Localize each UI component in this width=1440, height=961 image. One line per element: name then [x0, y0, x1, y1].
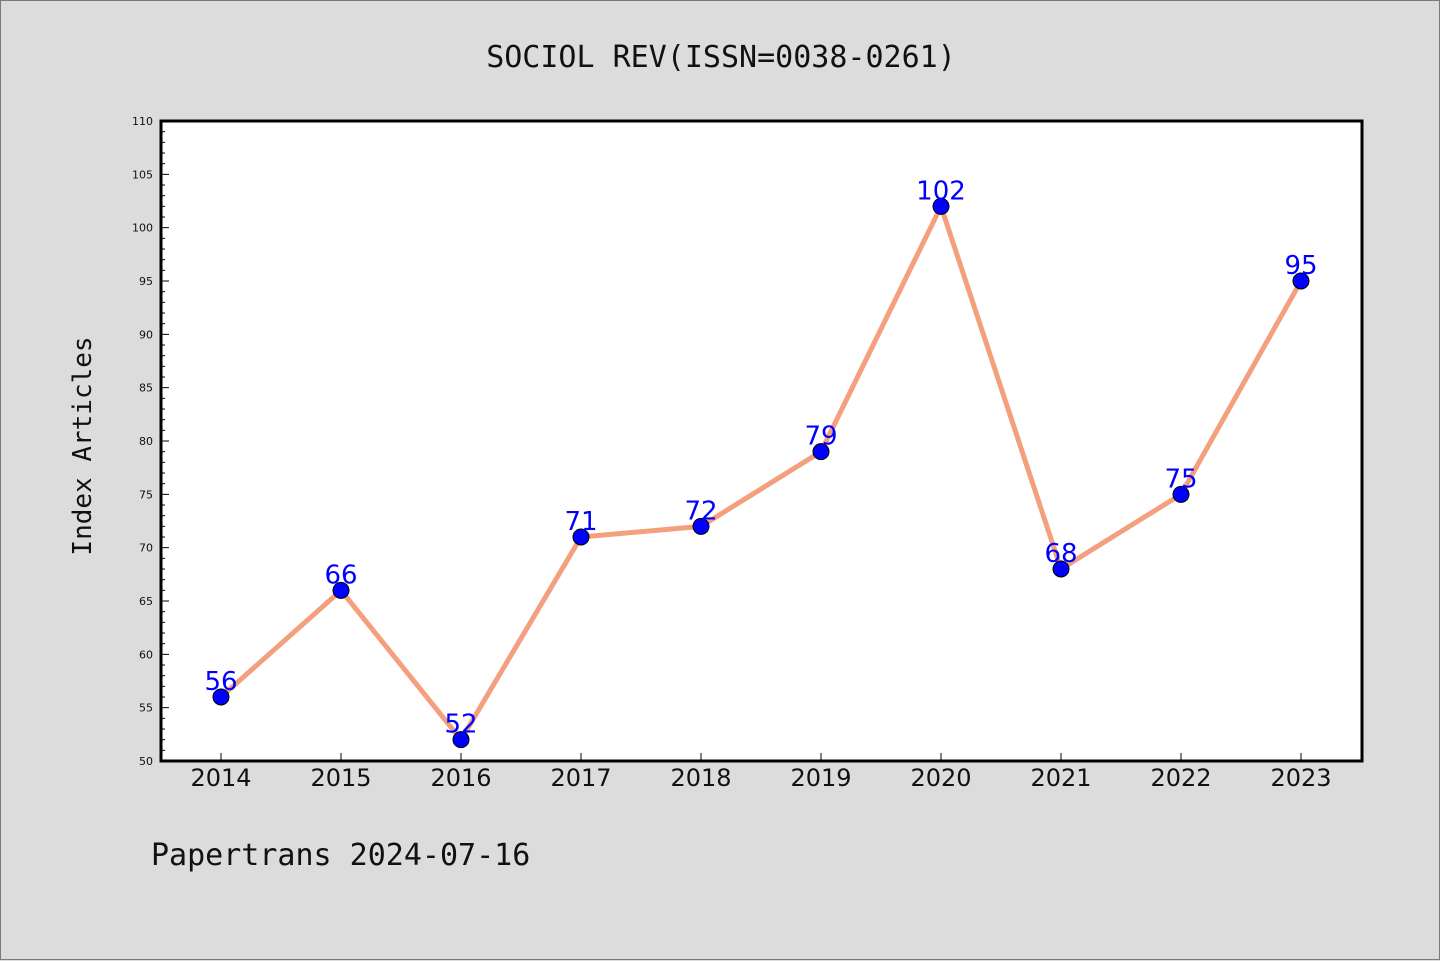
y-tick-label: 55 — [139, 702, 153, 715]
data-point — [1292, 272, 1310, 290]
y-tick-label: 60 — [139, 648, 153, 661]
x-tick-label: 2017 — [550, 764, 611, 792]
x-tick-label: 2022 — [1150, 764, 1211, 792]
y-tick-label: 105 — [132, 168, 153, 181]
data-point — [812, 443, 830, 461]
x-tick-label: 2021 — [1030, 764, 1091, 792]
x-axis: 2014 2015 2016 2017 2018 2019 2020 2021 2022 2023 — [190, 753, 1332, 792]
y-tick-label: 65 — [139, 595, 153, 608]
y-tick-label: 70 — [139, 542, 153, 555]
y-axis: 50 55 60 65 70 75 80 85 90 95 100 105 110 — [132, 115, 169, 768]
data-point — [1052, 560, 1070, 578]
data-label: 95 — [1284, 251, 1317, 281]
x-tick-label: 2020 — [910, 764, 971, 792]
x-tick-label: 2018 — [670, 764, 731, 792]
data-labels: 56 66 52 71 72 79 102 68 75 95 — [204, 176, 1317, 739]
data-label: 75 — [1164, 464, 1197, 494]
data-point — [572, 528, 590, 546]
data-point — [332, 581, 350, 599]
y-tick-label: 75 — [139, 488, 153, 501]
footer-text: Papertrans 2024-07-16 — [151, 838, 530, 873]
data-label: 71 — [564, 507, 597, 537]
data-label: 56 — [204, 667, 237, 697]
y-tick-label: 50 — [139, 755, 153, 768]
y-tick-label: 100 — [132, 222, 153, 235]
data-point — [212, 688, 230, 706]
data-point — [932, 197, 950, 215]
y-tick-label: 95 — [139, 275, 153, 288]
x-tick-label: 2023 — [1270, 764, 1331, 792]
y-axis-label: Index Articles — [68, 336, 98, 555]
y-tick-label: 85 — [139, 382, 153, 395]
data-point — [692, 517, 710, 535]
y-tick-label: 90 — [139, 328, 153, 341]
chart-title: SOCIOL REV(ISSN=0038-0261) — [486, 40, 956, 75]
y-tick-label: 80 — [139, 435, 153, 448]
plot-border — [159, 119, 1364, 763]
x-tick-label: 2016 — [430, 764, 491, 792]
data-label: 72 — [684, 496, 717, 526]
data-point — [452, 731, 470, 749]
data-label: 102 — [916, 176, 966, 206]
data-label: 68 — [1044, 539, 1077, 569]
data-label: 66 — [324, 560, 357, 590]
y-tick-label: 110 — [132, 115, 153, 128]
data-label: 79 — [804, 422, 837, 452]
data-label: 52 — [444, 710, 477, 740]
plot-area — [161, 121, 1362, 761]
x-tick-label: 2015 — [310, 764, 371, 792]
data-point — [1172, 485, 1190, 503]
series-markers — [212, 197, 1310, 749]
x-tick-label: 2019 — [790, 764, 851, 792]
x-tick-label: 2014 — [190, 764, 251, 792]
series-line — [218, 203, 1304, 743]
